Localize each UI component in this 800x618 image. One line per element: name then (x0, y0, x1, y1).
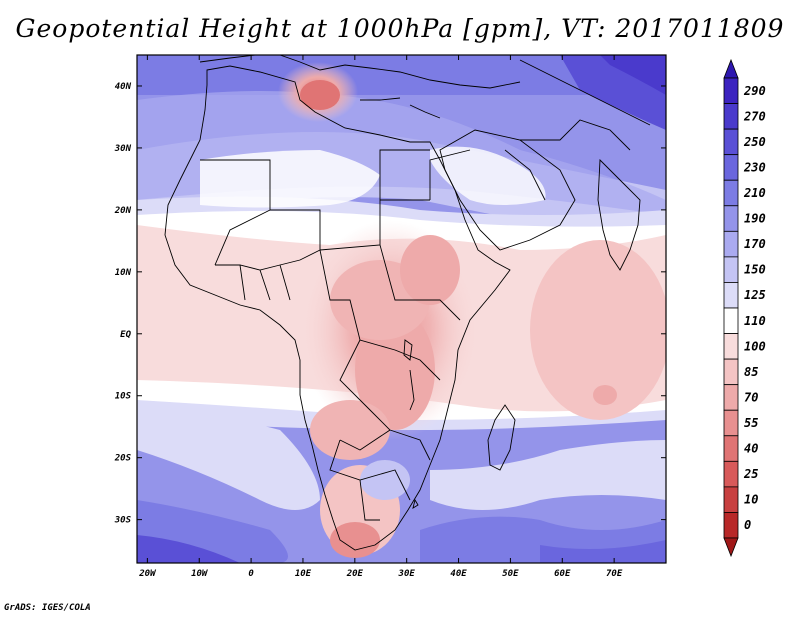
colorbar-swatch (723, 384, 739, 411)
colorbar-swatch (723, 179, 739, 207)
colorbar-bottom-arrow (723, 537, 739, 558)
height-field (137, 55, 666, 563)
colorbar-swatch (723, 282, 739, 309)
colorbar-label: 100 (744, 339, 766, 353)
colorbar-swatch (723, 307, 739, 334)
colorbar-label: 170 (744, 237, 766, 251)
colorbar-label: 25 (743, 467, 758, 481)
lat-tick-label: 30S (114, 516, 132, 526)
colorbar-label: 40 (744, 442, 758, 456)
colorbar-label: 250 (743, 135, 766, 149)
lon-tick-label: 20E (346, 569, 364, 579)
lon-tick-label: 10E (295, 569, 312, 579)
colorbar-swatch (723, 103, 739, 130)
colorbar-swatch (723, 205, 739, 232)
colorbar-swatch (723, 230, 739, 258)
colorbar-swatch (723, 409, 739, 437)
plot-title: Geopotential Height at 1000hPa [gpm], VT… (15, 14, 785, 43)
coastlines (164, 55, 651, 551)
colorbar-swatch (723, 460, 739, 488)
lon-tick-label: 20W (138, 569, 157, 579)
lat-tick-label: 10S (115, 392, 132, 402)
colorbar-swatch (723, 154, 739, 181)
colorbar-top-arrow (723, 58, 739, 79)
colorbar-label: 110 (744, 314, 766, 328)
lon-tick-label: 10W (191, 569, 209, 579)
colorbar-label: 0 (744, 518, 751, 532)
lat-tick-label: 20N (114, 206, 132, 216)
lat-tick-label: EQ (120, 330, 131, 340)
latitude-axis: 40N 30N 20N 10N EQ 10S 20S 30S (114, 82, 666, 526)
colorbar-label: 10 (744, 493, 758, 507)
colorbar-label: 270 (743, 109, 766, 123)
lon-tick-label: 40E (450, 569, 467, 579)
colorbar-label: 290 (743, 84, 766, 98)
colorbar-swatch (723, 256, 739, 283)
lat-tick-label: 40N (115, 82, 132, 92)
colorbar-label: 210 (743, 186, 766, 200)
map-frame (136, 54, 667, 564)
credit-label: GrADS: IGES/COLA (4, 603, 91, 613)
colorbar-swatch (723, 333, 739, 360)
lat-tick-label: 30N (114, 144, 132, 154)
lon-tick-label: 50E (502, 569, 519, 579)
lat-tick-label: 10N (115, 268, 132, 278)
colorbar-label: 190 (744, 212, 766, 226)
lon-tick-label: 0 (248, 569, 254, 579)
lon-tick-label: 30E (398, 569, 416, 579)
colorbar-label: 125 (744, 288, 766, 302)
colorbar-swatch (723, 486, 739, 513)
colorbar-label: 55 (744, 416, 758, 430)
longitude-axis: 20W 10W 0 10E 20E 30E 40E 50E 60E 70E (138, 55, 623, 579)
colorbar-swatch (723, 435, 739, 462)
colorbar-swatch (723, 358, 739, 386)
colorbar-swatch (723, 77, 739, 104)
colorbar-swatch (723, 512, 739, 539)
colorbar-label: 85 (744, 365, 758, 379)
lon-tick-label: 70E (606, 569, 623, 579)
colorbar-label: 70 (744, 390, 758, 404)
colorbar-label: 150 (744, 263, 766, 277)
colorbar: 2902702502302101901701501251101008570554… (723, 58, 766, 558)
lat-tick-label: 20S (114, 454, 132, 464)
colorbar-swatch (723, 128, 739, 156)
colorbar-label: 230 (743, 160, 766, 174)
lon-tick-label: 60E (554, 569, 571, 579)
